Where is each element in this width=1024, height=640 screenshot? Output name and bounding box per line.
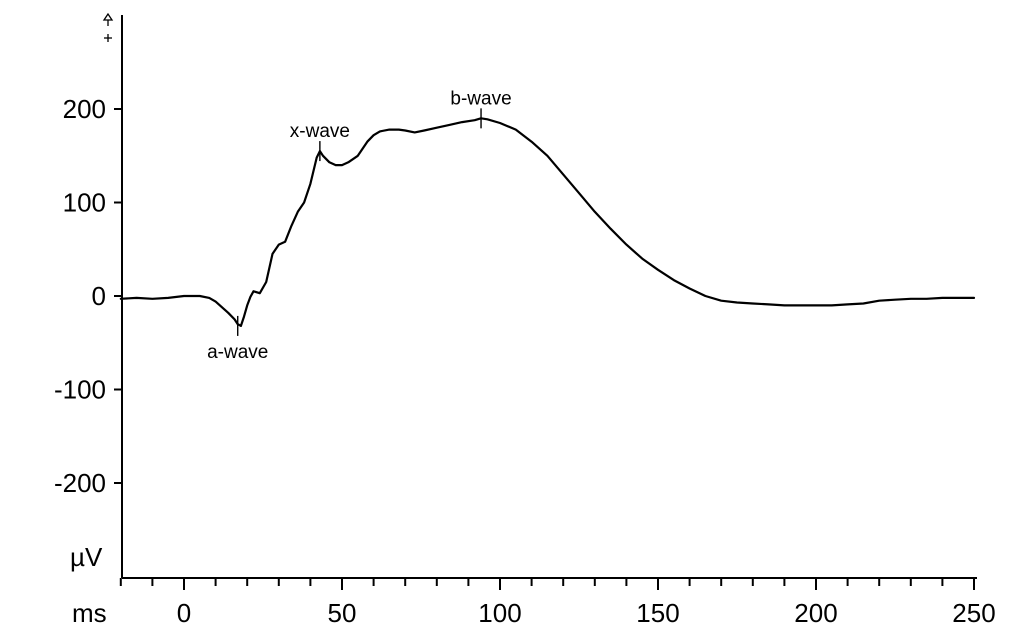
series-layer xyxy=(119,117,976,327)
y-axis-ticks: -200 -100 0 100 200 xyxy=(54,94,122,498)
y-axis-unit: µV xyxy=(70,542,103,572)
x-axis-unit: ms xyxy=(72,598,107,628)
peak-label: b-wave xyxy=(450,88,511,109)
x-tick-label: 150 xyxy=(636,598,679,628)
peak-label: x-wave xyxy=(290,121,350,142)
series-line xyxy=(119,117,976,327)
x-tick-label: 250 xyxy=(952,598,995,628)
y-tick-label: 200 xyxy=(63,94,106,124)
y-tick-label: -100 xyxy=(54,375,106,405)
y-tick-label: 0 xyxy=(92,281,106,311)
x-tick-label: 200 xyxy=(794,598,837,628)
x-tick-label: 100 xyxy=(478,598,521,628)
x-tick-label: 50 xyxy=(328,598,357,628)
y-tick-label: -200 xyxy=(54,468,106,498)
annotation-layer: a-wave x-wave b-wave xyxy=(207,88,512,363)
x-axis-ticks: 0 50 100 150 200 250 xyxy=(119,578,996,628)
x-tick-label: 0 xyxy=(177,598,191,628)
y-tick-label: 100 xyxy=(63,188,106,218)
peak-label: a-wave xyxy=(207,342,268,363)
cursor-marker-icon xyxy=(102,12,114,42)
